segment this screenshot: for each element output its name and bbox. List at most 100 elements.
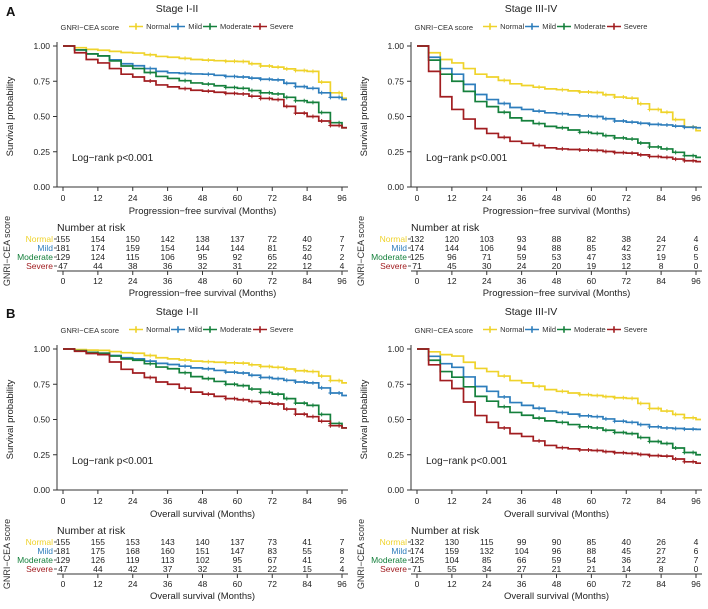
risk-count: 7 bbox=[340, 234, 345, 244]
risk-x-tick-label: 12 bbox=[93, 579, 103, 589]
risk-count: 115 bbox=[480, 537, 494, 547]
risk-count: 102 bbox=[195, 555, 209, 565]
risk-count: 88 bbox=[552, 234, 562, 244]
legend-item-moderate: Moderate bbox=[556, 22, 606, 31]
risk-count: 33 bbox=[622, 252, 632, 262]
risk-x-tick-label: 96 bbox=[691, 579, 701, 589]
risk-count: 30 bbox=[482, 261, 492, 271]
risk-row-label: Severe bbox=[26, 261, 53, 271]
risk-count: 47 bbox=[58, 261, 68, 271]
x-tick-label: 96 bbox=[691, 496, 701, 506]
y-tick-label: 0.75 bbox=[33, 76, 50, 86]
x-axis-label: Progression−free survival (Months) bbox=[129, 206, 277, 217]
legend-item-label: Moderate bbox=[220, 325, 252, 334]
x-tick-label: 96 bbox=[691, 193, 701, 203]
x-tick-label: 24 bbox=[128, 193, 138, 203]
legend-item-label: Moderate bbox=[220, 22, 252, 31]
risk-count: 174 bbox=[410, 243, 424, 253]
x-tick-label: 36 bbox=[163, 496, 173, 506]
risk-x-tick-label: 24 bbox=[482, 276, 492, 286]
risk-count: 24 bbox=[656, 234, 666, 244]
x-axis-label: Overall survival (Months) bbox=[504, 509, 609, 520]
risk-count: 151 bbox=[195, 546, 209, 556]
legend-key-icon bbox=[252, 326, 267, 333]
risk-x-tick-label: 48 bbox=[552, 276, 562, 286]
risk-count: 59 bbox=[517, 252, 527, 262]
risk-count: 132 bbox=[480, 546, 494, 556]
risk-count: 45 bbox=[447, 261, 457, 271]
risk-table-header: Number at risk bbox=[57, 222, 126, 234]
risk-count: 181 bbox=[56, 546, 70, 556]
km-chart-svg: 1.000.750.500.250.000 12 24 36 48 60 72 84 96Ove… bbox=[2, 344, 348, 602]
risk-count: 168 bbox=[126, 546, 140, 556]
legend-item-label: Moderate bbox=[574, 22, 606, 31]
legend-key-icon bbox=[129, 23, 144, 30]
legend-title: GNRI−CEA score bbox=[60, 326, 120, 335]
risk-count: 2 bbox=[340, 555, 345, 565]
risk-count: 41 bbox=[302, 537, 312, 547]
risk-x-tick-label: 0 bbox=[61, 276, 66, 286]
risk-count: 150 bbox=[126, 234, 140, 244]
legend-key-icon bbox=[525, 326, 540, 333]
risk-x-tick-label: 96 bbox=[337, 579, 347, 589]
panel-title: Stage I-II bbox=[155, 3, 199, 15]
risk-count: 5 bbox=[694, 252, 699, 262]
risk-count: 159 bbox=[126, 243, 140, 253]
x-tick-label: 72 bbox=[622, 193, 632, 203]
x-tick-label: 72 bbox=[268, 496, 278, 506]
y-tick-label: 0.50 bbox=[33, 415, 50, 425]
x-tick-label: 96 bbox=[337, 193, 347, 203]
x-tick-label: 12 bbox=[93, 193, 103, 203]
risk-count: 2 bbox=[340, 252, 345, 262]
y-tick-label: 1.00 bbox=[33, 41, 50, 51]
risk-axis-label: GNRI−CEA score bbox=[2, 216, 12, 286]
risk-count: 44 bbox=[93, 261, 103, 271]
censor-marks-mild bbox=[502, 394, 696, 432]
risk-count: 129 bbox=[56, 252, 70, 262]
risk-count: 32 bbox=[198, 261, 208, 271]
risk-count: 174 bbox=[91, 243, 105, 253]
risk-count: 31 bbox=[233, 261, 243, 271]
risk-x-tick-label: 0 bbox=[415, 579, 420, 589]
legend-item-label: Normal bbox=[146, 22, 171, 31]
risk-count: 22 bbox=[268, 564, 278, 574]
km-curve-severe bbox=[417, 348, 701, 465]
risk-count: 55 bbox=[302, 546, 312, 556]
risk-x-tick-label: 72 bbox=[268, 276, 278, 286]
legend-item-normal: Normal bbox=[128, 22, 170, 31]
risk-count: 38 bbox=[622, 234, 632, 244]
x-tick-label: 36 bbox=[163, 193, 173, 203]
x-tick-label: 60 bbox=[587, 193, 597, 203]
censor-marks-normal bbox=[148, 353, 342, 383]
risk-x-tick-label: 60 bbox=[587, 276, 597, 286]
risk-table-header: Number at risk bbox=[411, 222, 480, 234]
risk-count: 73 bbox=[268, 537, 278, 547]
risk-count: 42 bbox=[128, 564, 138, 574]
risk-row-label: Mild bbox=[37, 243, 53, 253]
risk-x-tick-label: 24 bbox=[482, 579, 492, 589]
x-tick-label: 36 bbox=[517, 496, 527, 506]
risk-count: 147 bbox=[230, 546, 244, 556]
legend-key-icon bbox=[203, 326, 218, 333]
risk-count: 137 bbox=[230, 537, 244, 547]
risk-count: 54 bbox=[587, 555, 597, 565]
risk-count: 92 bbox=[233, 252, 243, 262]
y-tick-label: 0.25 bbox=[33, 450, 50, 460]
risk-count: 14 bbox=[622, 564, 632, 574]
risk-x-tick-label: 72 bbox=[622, 276, 632, 286]
panel-label-b: B bbox=[6, 306, 16, 321]
km-chart-svg: 1.000.750.500.250.000 12 24 36 48 60 72 84 96Pro… bbox=[356, 41, 702, 299]
risk-count: 120 bbox=[445, 234, 459, 244]
km-chart-svg: 1.000.750.500.250.000 12 24 36 48 60 72 84 96Pro… bbox=[2, 41, 348, 299]
y-tick-label: 0.25 bbox=[387, 147, 404, 157]
legend-items: Normal Mild Moderate Severe bbox=[482, 325, 647, 336]
risk-count: 8 bbox=[659, 564, 664, 574]
risk-count: 7 bbox=[340, 537, 345, 547]
y-tick-label: 0.75 bbox=[387, 76, 404, 86]
y-tick-label: 0.50 bbox=[33, 112, 50, 122]
risk-count: 15 bbox=[302, 564, 312, 574]
legend-item-mild: Mild bbox=[524, 22, 556, 31]
risk-count: 42 bbox=[622, 243, 632, 253]
x-tick-label: 84 bbox=[656, 496, 666, 506]
x-tick-label: 24 bbox=[482, 496, 492, 506]
